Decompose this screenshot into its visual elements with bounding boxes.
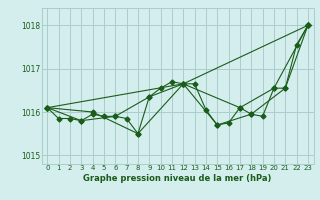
X-axis label: Graphe pression niveau de la mer (hPa): Graphe pression niveau de la mer (hPa) bbox=[84, 174, 272, 183]
